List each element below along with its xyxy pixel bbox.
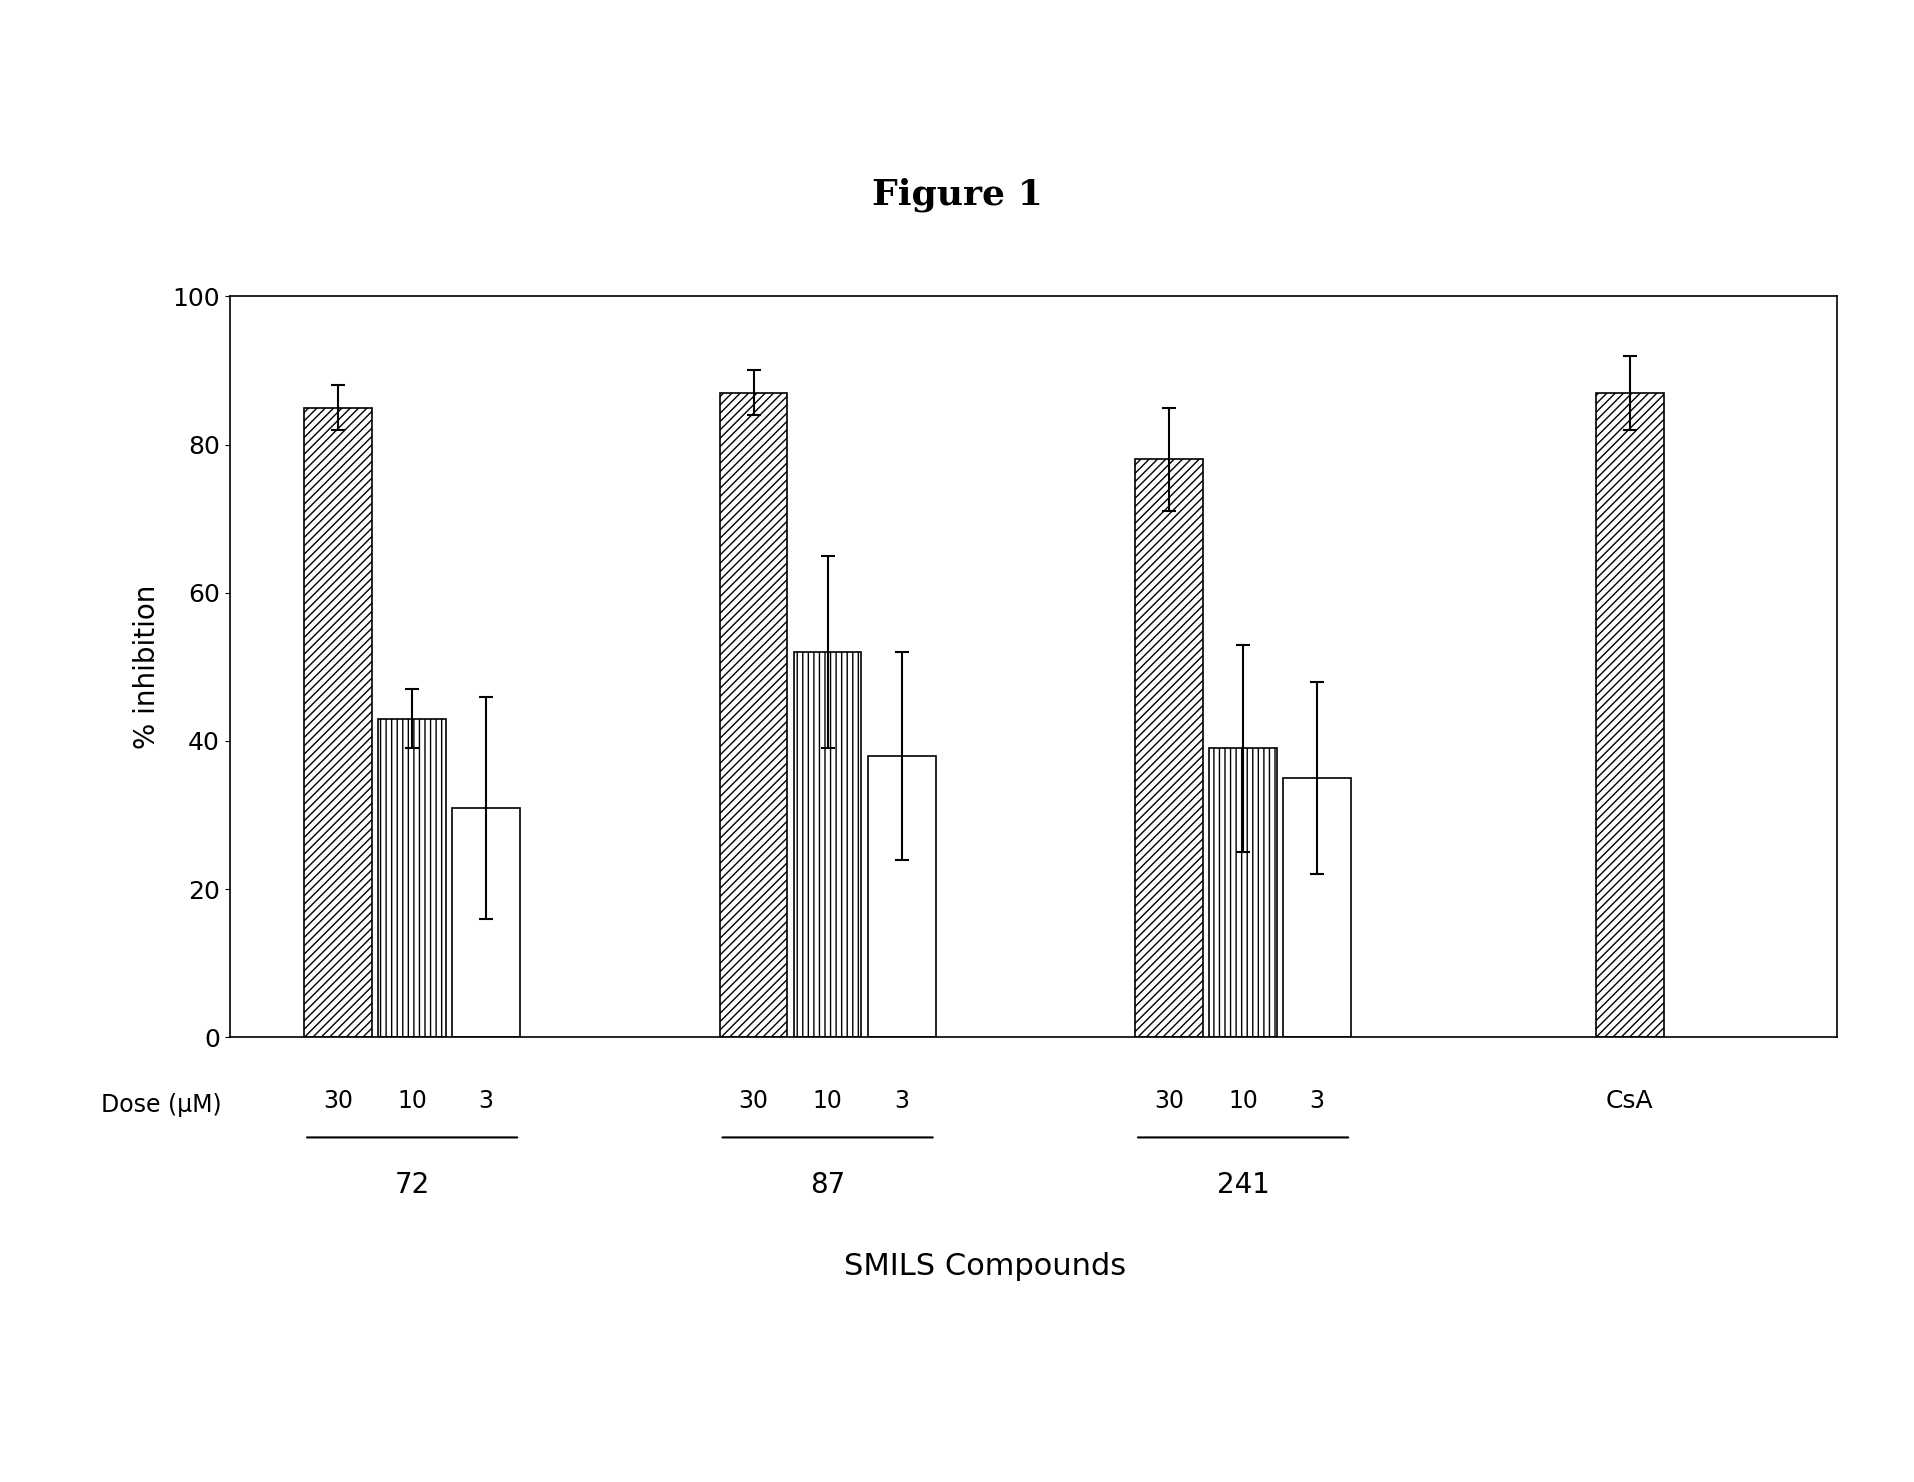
Y-axis label: % inhibition: % inhibition <box>134 585 161 748</box>
Text: 3: 3 <box>894 1089 909 1113</box>
Text: 30: 30 <box>323 1089 352 1113</box>
Bar <box>720 393 787 1037</box>
Text: 87: 87 <box>810 1171 846 1199</box>
Text: 10: 10 <box>1229 1089 1257 1113</box>
Bar <box>304 408 371 1037</box>
Text: SMILS Compounds: SMILS Compounds <box>844 1252 1127 1282</box>
Text: 3: 3 <box>478 1089 494 1113</box>
Text: 10: 10 <box>813 1089 842 1113</box>
Bar <box>867 756 936 1037</box>
Text: 241: 241 <box>1217 1171 1269 1199</box>
Text: 30: 30 <box>739 1089 769 1113</box>
Text: Dose (μM): Dose (μM) <box>101 1094 222 1117</box>
Bar <box>1135 459 1202 1037</box>
Text: 3: 3 <box>1309 1089 1324 1113</box>
Text: 30: 30 <box>1154 1089 1185 1113</box>
Bar <box>1282 778 1351 1037</box>
Text: Figure 1: Figure 1 <box>871 178 1043 212</box>
Bar <box>1596 393 1663 1037</box>
Bar <box>379 719 446 1037</box>
Bar <box>794 652 861 1037</box>
Text: 10: 10 <box>398 1089 427 1113</box>
Bar <box>1210 748 1277 1037</box>
Text: CsA: CsA <box>1606 1089 1654 1113</box>
Bar <box>452 808 521 1037</box>
Text: 72: 72 <box>394 1171 431 1199</box>
